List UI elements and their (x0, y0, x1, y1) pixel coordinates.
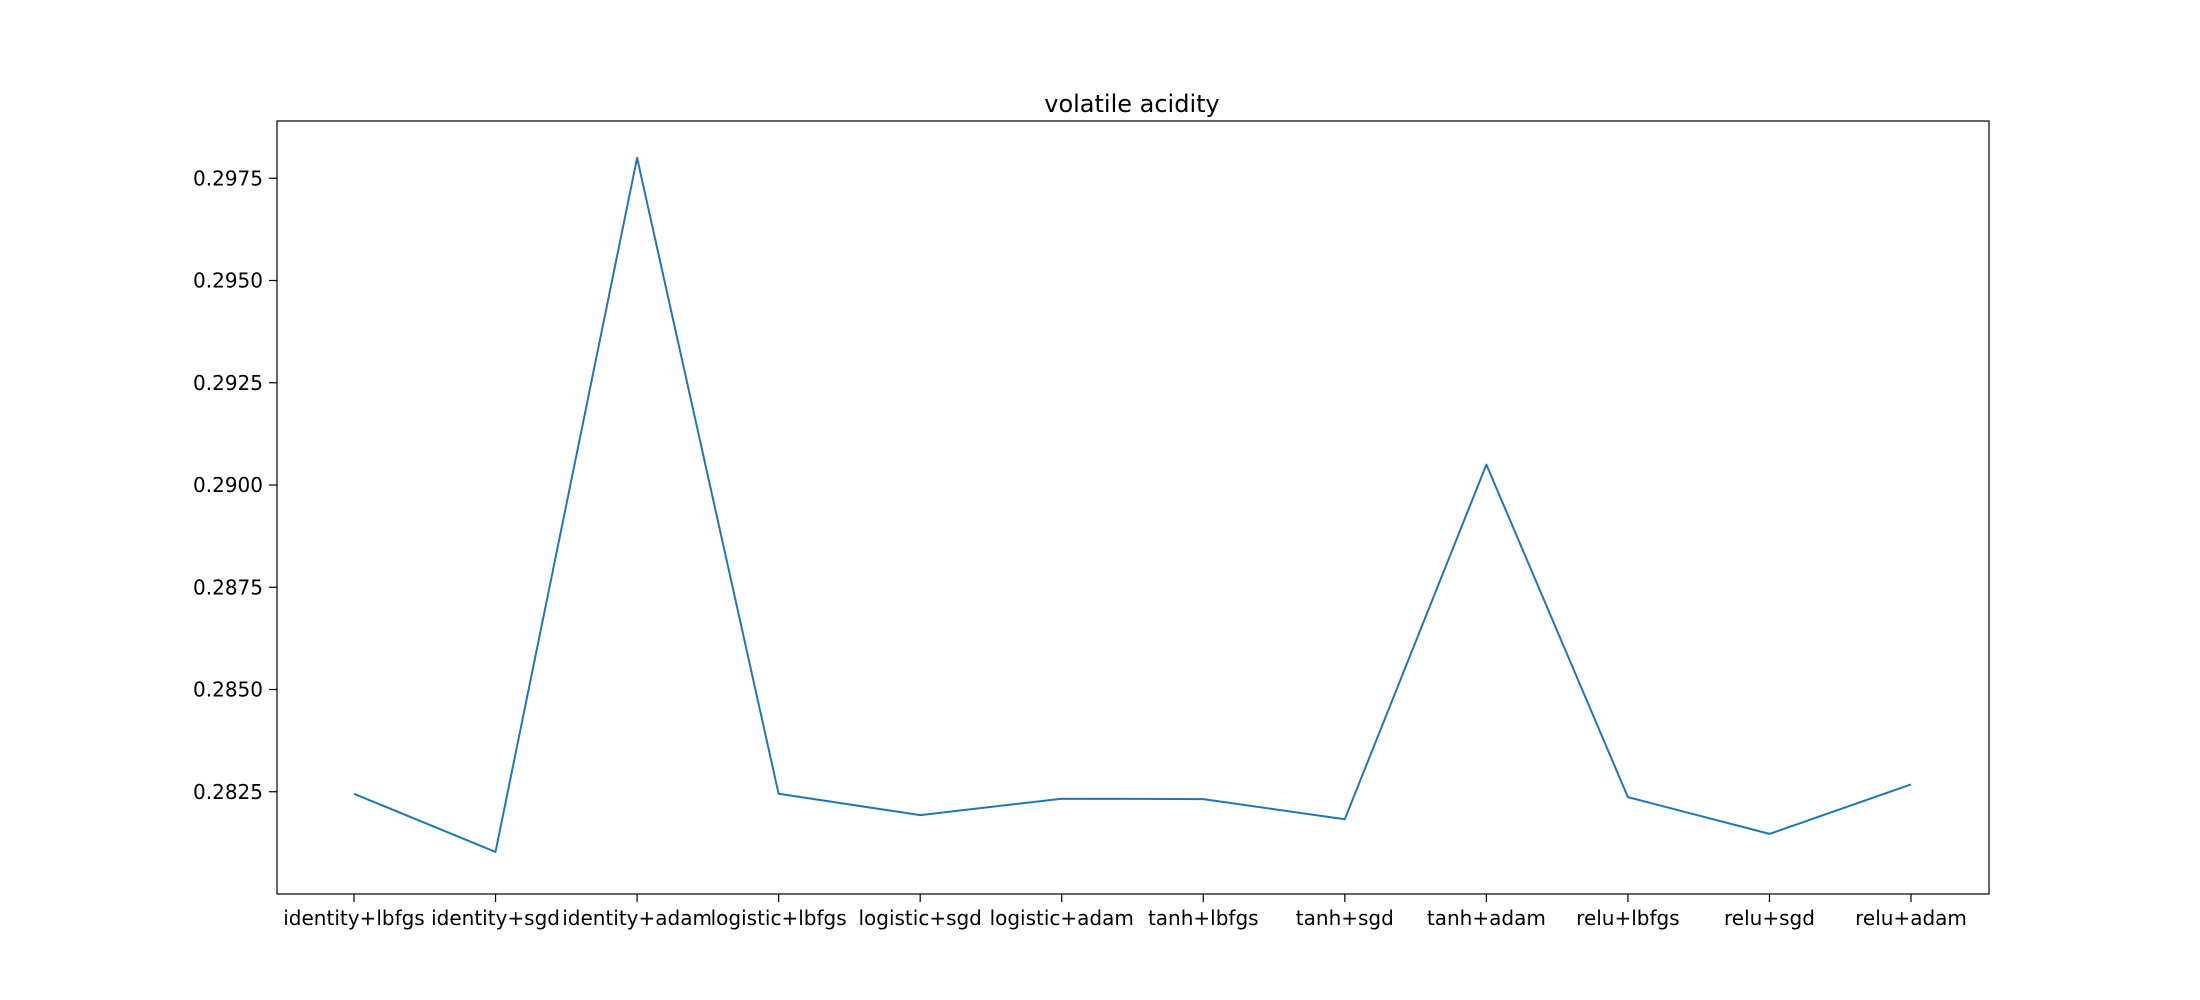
x-tick-label: tanh+sgd (1296, 906, 1394, 930)
x-tick-label: identity+adam (562, 906, 712, 930)
x-tick-label: relu+lbfgs (1576, 906, 1680, 930)
chart-title: volatile acidity (1044, 90, 1220, 118)
x-tick-label: identity+lbfgs (283, 906, 424, 930)
x-tick-label: tanh+lbfgs (1148, 906, 1259, 930)
x-tick-label: logistic+sgd (858, 906, 981, 930)
x-tick-label: relu+sgd (1724, 906, 1815, 930)
y-tick-label: 0.2850 (193, 678, 263, 702)
x-axis: identity+lbfgs identity+sgd identity+adaml… (283, 894, 1967, 930)
x-tick-label: identity+sgd (431, 906, 560, 930)
x-tick-label: logistic+adam (990, 906, 1134, 930)
y-tick-label: 0.2875 (193, 575, 263, 599)
y-axis: 0.2825 0.2850 0.2875 0.2900 0.2925 0.2950 0.29… (193, 166, 277, 804)
y-tick-label: 0.2825 (193, 780, 263, 804)
x-tick-label: relu+adam (1855, 906, 1967, 930)
y-tick-label: 0.2900 (193, 473, 263, 497)
series-layer (353, 156, 1912, 853)
series-line (353, 156, 1912, 853)
x-tick-label: logistic+lbfgs (711, 906, 847, 930)
plot-area-frame (276, 120, 1990, 895)
y-tick-label: 0.2950 (193, 269, 263, 293)
y-tick-label: 0.2925 (193, 371, 263, 395)
x-tick-label: tanh+adam (1427, 906, 1546, 930)
y-tick-label: 0.2975 (193, 166, 263, 190)
